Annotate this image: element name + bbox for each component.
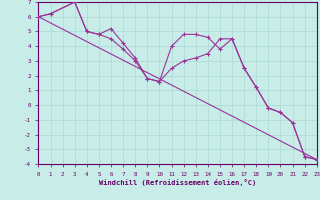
X-axis label: Windchill (Refroidissement éolien,°C): Windchill (Refroidissement éolien,°C) — [99, 179, 256, 186]
